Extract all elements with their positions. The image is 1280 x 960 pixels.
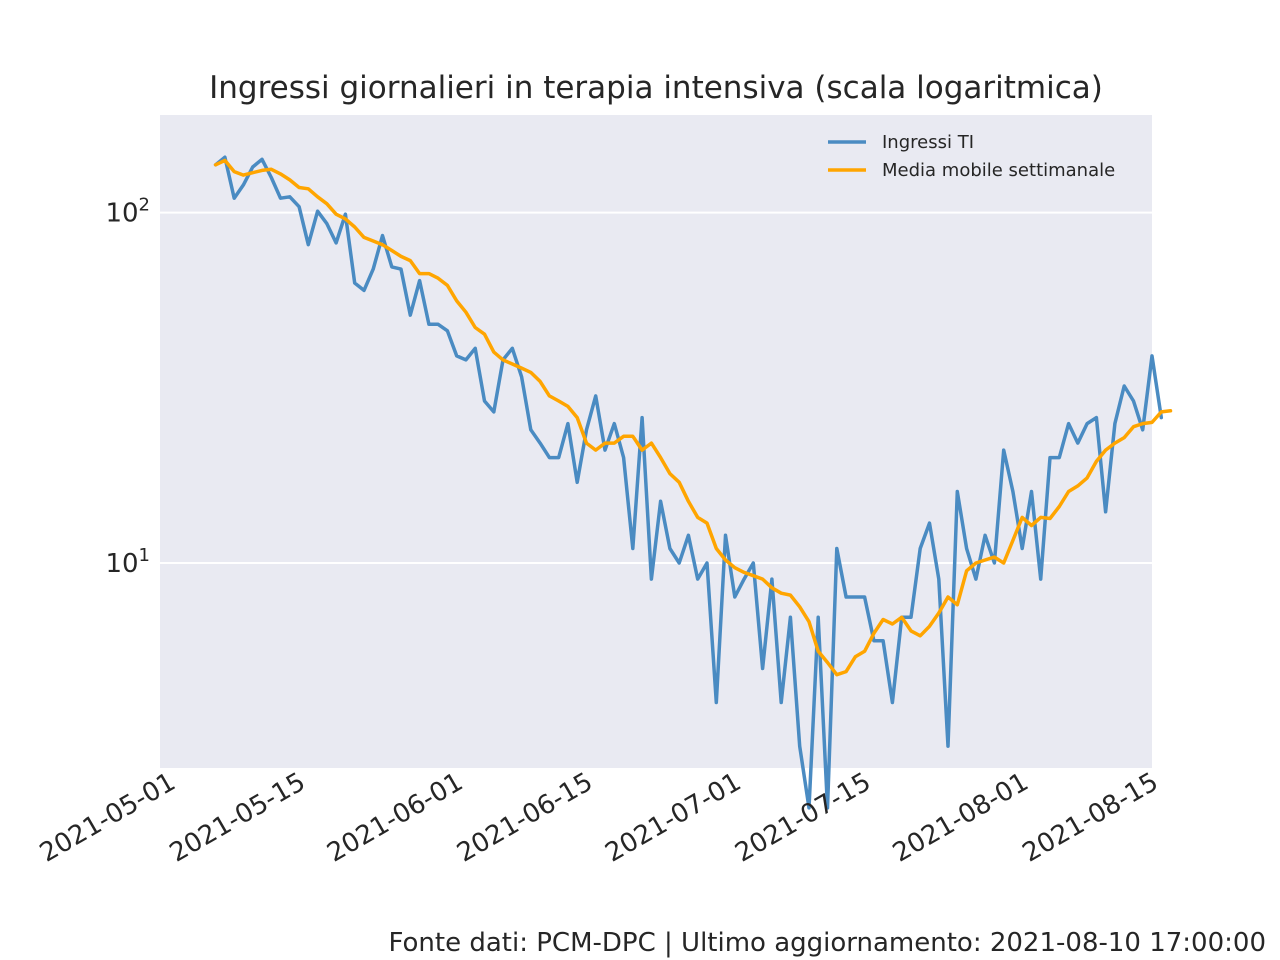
series-lines	[213, 155, 1173, 810]
legend: Ingressi TI Media mobile settimanale	[828, 132, 1115, 181]
source-footer: Fonte dati: PCM-DPC | Ultimo aggiornamen…	[389, 928, 1267, 958]
chart-title: Ingressi giornalieri in terapia intensiv…	[209, 70, 1103, 106]
x-tick-label: 2021-05-15	[165, 767, 311, 869]
x-tick-label: 2021-08-01	[888, 767, 1034, 869]
x-tick-label: 2021-07-01	[600, 767, 746, 869]
series-line	[213, 158, 1173, 677]
y-tick-label: 101	[105, 545, 150, 579]
x-tick-label: 2021-06-01	[322, 767, 468, 869]
y-tick-base: 10	[105, 549, 138, 579]
y-tick-label: 102	[105, 195, 150, 229]
x-tick-label: 2021-05-01	[35, 767, 181, 869]
y-tick-exponent: 1	[139, 545, 150, 566]
legend-label: Ingressi TI	[882, 132, 974, 153]
series-line	[213, 155, 1164, 810]
legend-label: Media mobile settimanale	[882, 160, 1115, 181]
grid-lines	[160, 211, 1152, 565]
x-tick-label: 2021-06-15	[452, 767, 598, 869]
y-tick-base: 10	[105, 199, 138, 229]
x-tick-label: 2021-08-15	[1018, 767, 1164, 869]
y-tick-exponent: 2	[139, 195, 150, 216]
x-tick-label: 2021-07-15	[730, 767, 876, 869]
